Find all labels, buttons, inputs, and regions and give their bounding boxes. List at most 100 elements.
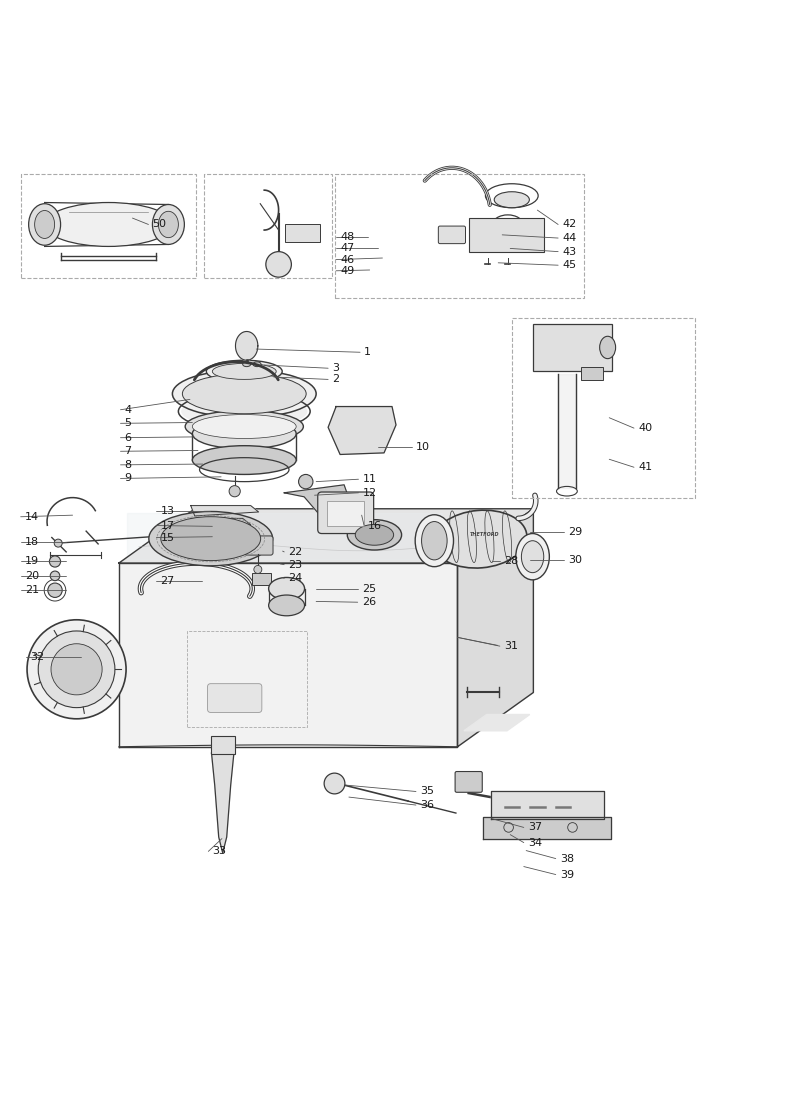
Text: 9: 9 (125, 474, 132, 484)
Ellipse shape (433, 510, 527, 568)
Circle shape (27, 620, 126, 718)
Circle shape (50, 556, 61, 567)
Ellipse shape (182, 374, 306, 414)
Ellipse shape (158, 211, 178, 238)
Text: 21: 21 (25, 586, 38, 596)
FancyBboxPatch shape (327, 500, 364, 526)
Ellipse shape (149, 511, 273, 566)
Polygon shape (190, 506, 258, 516)
FancyBboxPatch shape (318, 492, 374, 534)
Circle shape (50, 571, 60, 581)
Circle shape (48, 583, 62, 598)
Text: 40: 40 (638, 423, 652, 433)
Text: 46: 46 (340, 255, 354, 265)
Text: 36: 36 (420, 800, 434, 810)
Text: 16: 16 (368, 520, 382, 530)
Text: 7: 7 (125, 446, 132, 456)
Polygon shape (284, 485, 350, 525)
Ellipse shape (45, 203, 172, 247)
Text: 44: 44 (562, 234, 576, 244)
Text: 26: 26 (362, 597, 376, 608)
Text: 41: 41 (638, 463, 652, 473)
Polygon shape (211, 753, 234, 853)
Text: 29: 29 (568, 527, 582, 537)
Text: 38: 38 (560, 853, 574, 863)
Ellipse shape (600, 337, 616, 359)
Ellipse shape (192, 418, 296, 448)
FancyBboxPatch shape (455, 772, 482, 793)
Ellipse shape (34, 210, 54, 238)
Ellipse shape (494, 192, 530, 208)
Polygon shape (119, 563, 458, 747)
Ellipse shape (522, 540, 544, 572)
FancyBboxPatch shape (582, 368, 603, 380)
FancyBboxPatch shape (438, 226, 466, 244)
Ellipse shape (516, 534, 550, 580)
Polygon shape (483, 817, 611, 839)
FancyBboxPatch shape (210, 736, 234, 754)
FancyBboxPatch shape (244, 536, 273, 555)
Polygon shape (328, 406, 396, 455)
Text: 35: 35 (420, 786, 434, 796)
Text: 5: 5 (125, 418, 131, 428)
Text: 50: 50 (153, 219, 166, 229)
Ellipse shape (161, 517, 261, 560)
Polygon shape (458, 509, 534, 747)
Text: 14: 14 (25, 511, 38, 521)
Text: 3: 3 (332, 363, 339, 373)
Circle shape (324, 773, 345, 794)
Polygon shape (119, 509, 534, 563)
Text: 20: 20 (25, 571, 38, 581)
Ellipse shape (347, 519, 402, 550)
Ellipse shape (181, 394, 307, 428)
Text: 33: 33 (212, 847, 226, 857)
Ellipse shape (153, 205, 184, 245)
Ellipse shape (242, 362, 250, 366)
Ellipse shape (192, 414, 296, 438)
Ellipse shape (253, 362, 261, 366)
Ellipse shape (206, 360, 282, 383)
Ellipse shape (269, 596, 305, 615)
Text: 11: 11 (362, 474, 377, 484)
Ellipse shape (422, 521, 447, 560)
FancyBboxPatch shape (207, 684, 262, 713)
FancyBboxPatch shape (469, 218, 544, 251)
Text: 10: 10 (416, 443, 430, 453)
Text: 8: 8 (125, 459, 132, 469)
Text: 19: 19 (25, 557, 38, 567)
FancyBboxPatch shape (285, 225, 320, 242)
Text: 23: 23 (288, 560, 302, 570)
FancyBboxPatch shape (252, 573, 271, 584)
Text: 1: 1 (364, 348, 371, 358)
Polygon shape (190, 531, 254, 541)
Text: THETFORD: THETFORD (470, 531, 499, 537)
Ellipse shape (172, 370, 316, 417)
Text: 12: 12 (362, 488, 377, 498)
Text: 17: 17 (161, 520, 174, 530)
Circle shape (229, 486, 240, 497)
Ellipse shape (415, 515, 454, 567)
Text: 39: 39 (560, 869, 574, 880)
Circle shape (298, 475, 313, 489)
Circle shape (266, 251, 291, 277)
FancyBboxPatch shape (533, 324, 612, 372)
Text: 15: 15 (161, 532, 174, 542)
Text: 25: 25 (362, 583, 376, 593)
Text: 47: 47 (340, 244, 354, 254)
Text: 32: 32 (30, 652, 44, 662)
Text: 37: 37 (528, 823, 542, 832)
Text: 30: 30 (568, 555, 582, 565)
Text: 4: 4 (125, 405, 132, 415)
Text: 22: 22 (288, 547, 302, 557)
Ellipse shape (29, 204, 61, 246)
Text: 43: 43 (562, 247, 576, 257)
Text: 42: 42 (562, 219, 576, 229)
Ellipse shape (192, 446, 296, 475)
Text: 48: 48 (340, 232, 354, 242)
Circle shape (38, 631, 115, 707)
Ellipse shape (185, 411, 303, 443)
Text: 24: 24 (288, 573, 302, 583)
Circle shape (254, 566, 262, 573)
Text: 28: 28 (504, 557, 518, 567)
Text: 6: 6 (125, 433, 131, 443)
